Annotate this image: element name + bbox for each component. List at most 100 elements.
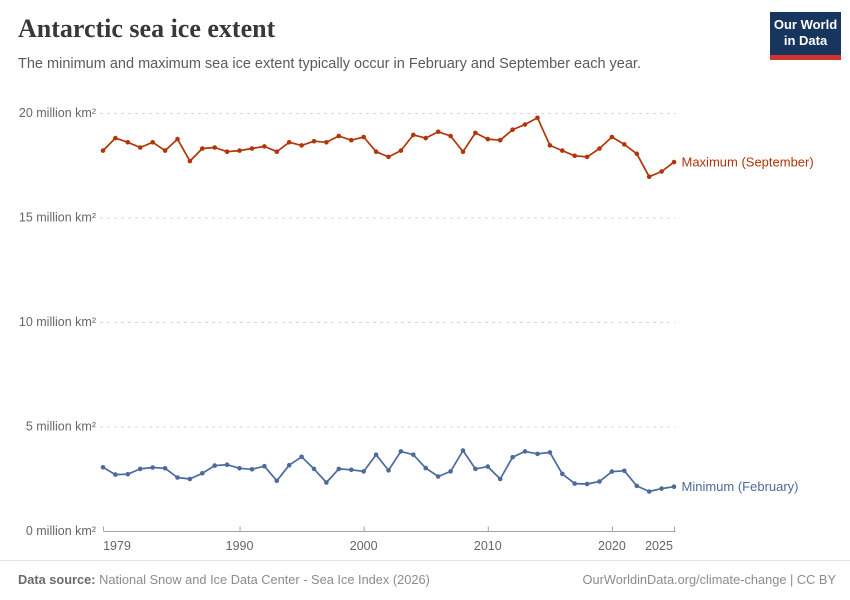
min-series-point-marker (659, 486, 664, 491)
legend-label-maximum: Maximum (September) (682, 155, 814, 170)
max-series-point-marker (137, 145, 143, 150)
max-series-line (102, 116, 675, 178)
owid-logo-line2: in Data (783, 33, 828, 49)
x-axis-tick-label: 2000 (350, 539, 378, 553)
max-series-point-marker (584, 154, 590, 160)
min-series-point-marker (113, 472, 118, 477)
chart-subtitle: The minimum and maximum sea ice extent t… (18, 55, 641, 72)
max-series-point-marker (162, 148, 168, 153)
max-series-point-marker (473, 130, 478, 136)
min-series-point-marker (522, 449, 528, 454)
max-series-point-marker (597, 146, 602, 151)
min-series-point-marker (510, 454, 515, 460)
max-series-point-marker (175, 136, 180, 142)
max-series-point-marker (485, 136, 491, 142)
min-series-point-marker (336, 466, 342, 472)
x-axis-tick-label: 1979 (103, 539, 131, 553)
x-axis-tick-label: 2010 (474, 539, 502, 553)
max-series-point-marker (671, 159, 677, 165)
max-series-point-marker (274, 149, 280, 154)
max-series-point-marker (150, 140, 155, 145)
min-series-point-marker (299, 454, 304, 460)
min-series-point-marker (237, 466, 242, 471)
min-series-point-marker (609, 469, 615, 474)
max-series-point-marker (659, 169, 664, 174)
min-series-point-marker (572, 481, 577, 486)
max-series-point-marker (224, 149, 230, 154)
max-series-point-marker (535, 115, 540, 121)
x-axis-tick-label: 2025 (645, 539, 673, 553)
max-series-point-marker (286, 140, 292, 145)
max-series-point-marker (125, 140, 131, 145)
min-series-point-marker (398, 449, 404, 454)
min-series-point-marker (547, 450, 553, 455)
y-axis-tick-label: 20 million km² (19, 106, 96, 120)
max-series-point-marker (386, 154, 391, 160)
max-series-point-marker (373, 149, 379, 154)
min-series-point-marker (473, 466, 478, 472)
footer-source-text: National Snow and Ice Data Center - Sea … (95, 572, 430, 587)
min-series-point-marker (671, 484, 677, 490)
min-series-point-marker (497, 476, 503, 482)
max-series-point-marker (522, 122, 528, 127)
chart-header: Antarctic sea ice extent The minimum and… (18, 14, 758, 74)
footer-license-link[interactable]: OurWorldinData.org/climate-change | CC B… (582, 572, 836, 587)
footer-source-label: Data source: (18, 572, 96, 587)
min-series-point-marker (162, 466, 168, 471)
footer-source: Data source: National Snow and Ice Data … (18, 572, 430, 587)
min-series-point-marker (249, 467, 255, 472)
min-series-point-marker (175, 475, 180, 480)
min-series-point-marker (634, 483, 640, 489)
max-series-point-marker (460, 149, 466, 154)
min-series-point-marker (597, 479, 602, 484)
min-series-point-marker (125, 471, 131, 477)
min-series-point-marker (460, 448, 466, 453)
min-series-point-marker (560, 471, 565, 477)
min-series-point-marker (646, 489, 652, 494)
x-axis-tick-label: 1990 (226, 539, 254, 553)
max-series-point-marker (609, 134, 615, 140)
x-axis-tick-label: 2020 (598, 539, 626, 553)
y-axis-tick-label: 0 million km² (26, 524, 96, 538)
max-series-point-marker (560, 148, 565, 153)
max-series-point-marker (435, 129, 441, 135)
max-series-point-marker (572, 153, 577, 159)
owid-logo[interactable]: Our World in Data (770, 12, 841, 60)
min-series-point-marker (187, 476, 193, 482)
min-series-point-marker (224, 462, 230, 468)
min-series-point-marker (349, 467, 354, 473)
min-series-point-marker (411, 452, 416, 458)
min-series-point-marker (150, 465, 155, 470)
chart-footer: Data source: National Snow and Ice Data … (0, 560, 850, 600)
y-axis-tick-label: 10 million km² (19, 315, 96, 329)
min-series-point-marker (485, 464, 491, 469)
max-series-point-marker (646, 174, 652, 179)
min-series-point-marker (386, 468, 391, 473)
max-series-point-marker (622, 142, 627, 147)
min-series-point-marker (423, 465, 429, 471)
max-series-point-marker (361, 134, 367, 140)
min-series-point-marker (262, 463, 267, 469)
min-series-point-marker (274, 478, 280, 484)
min-series-point-marker (100, 465, 106, 470)
max-series-point-marker (249, 146, 255, 151)
y-axis-tick-label: 15 million km² (19, 211, 96, 225)
min-series-point-marker (448, 469, 453, 474)
max-series-point-marker (634, 151, 640, 157)
max-series-point-marker (100, 148, 106, 153)
min-series-point-marker (373, 452, 379, 458)
min-series-point-marker (324, 480, 329, 485)
max-series-point-marker (423, 135, 429, 141)
max-series-point-marker (324, 140, 329, 145)
max-series-point-marker (200, 146, 205, 151)
max-series-point-marker (349, 137, 354, 143)
max-series-point-marker (187, 158, 193, 164)
max-series-point-marker (547, 143, 553, 148)
max-series-point-marker (411, 132, 416, 138)
owid-logo-line1: Our World (773, 17, 838, 32)
y-axis-tick-label: 5 million km² (26, 420, 96, 434)
min-series-point-marker (212, 463, 217, 468)
max-series-point-marker (237, 148, 242, 153)
min-series-point-marker (535, 451, 540, 457)
